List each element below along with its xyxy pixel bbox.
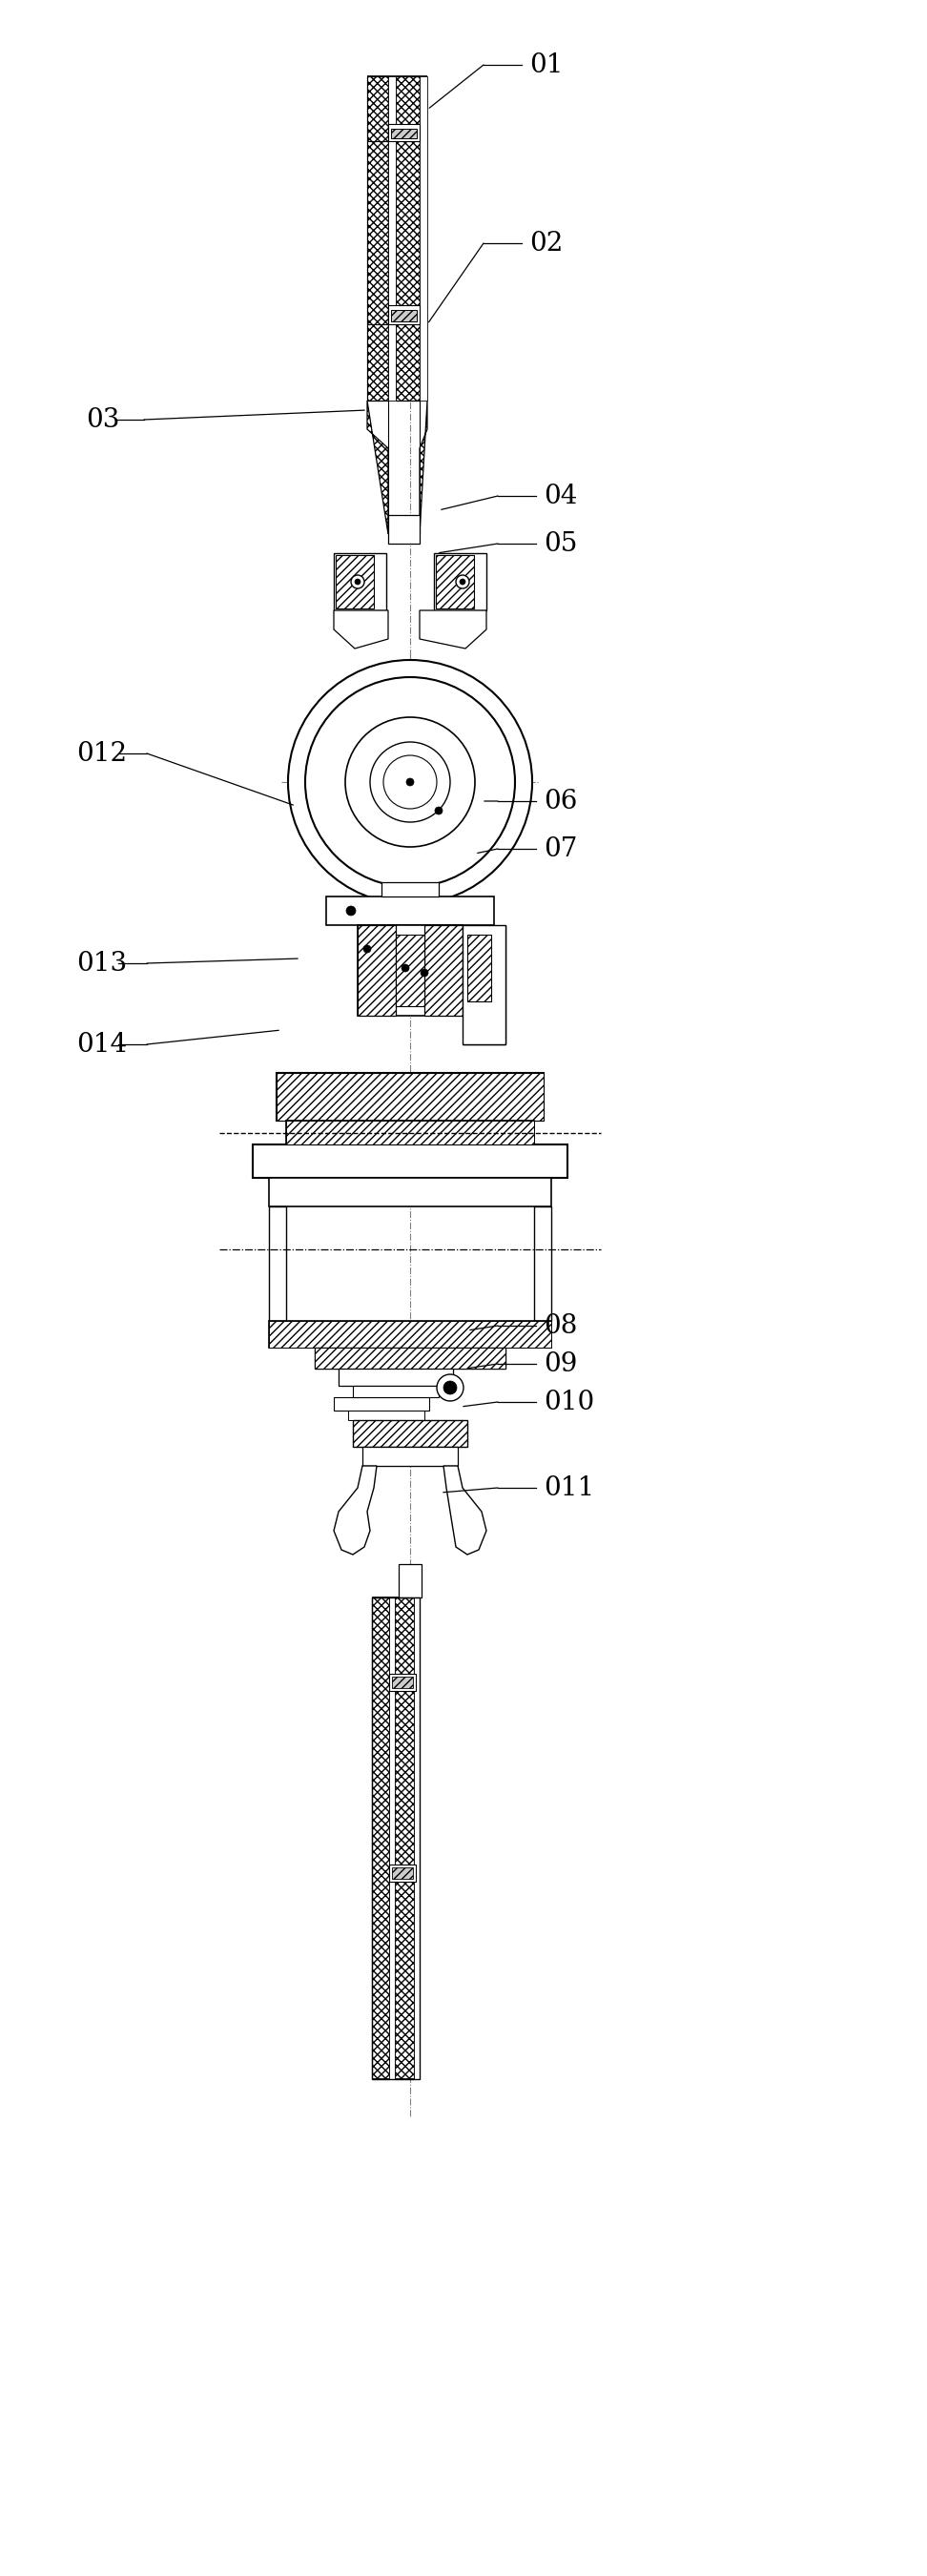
Text: 012: 012 (76, 739, 127, 765)
Bar (269, 1206, 286, 1321)
Text: 02: 02 (529, 229, 563, 255)
Bar (349, 1412, 425, 1419)
Text: 010: 010 (543, 1388, 594, 1414)
Text: 01: 01 (529, 52, 564, 77)
Bar (372, 1597, 420, 2079)
Text: 03: 03 (86, 407, 120, 433)
Circle shape (355, 580, 361, 585)
Bar (334, 1396, 429, 1412)
Bar (436, 554, 474, 608)
Text: 09: 09 (543, 1350, 578, 1376)
Circle shape (443, 1381, 457, 1394)
Polygon shape (367, 399, 388, 533)
Circle shape (346, 907, 356, 914)
Bar (434, 554, 487, 611)
Bar (253, 1144, 567, 1177)
Bar (399, 1564, 422, 1597)
Bar (286, 1121, 534, 1144)
Polygon shape (334, 611, 388, 649)
Circle shape (456, 574, 469, 587)
Circle shape (305, 677, 515, 886)
Circle shape (370, 742, 451, 822)
Bar (463, 925, 505, 1043)
Bar (353, 1419, 467, 1448)
Bar (334, 554, 387, 611)
Text: 06: 06 (543, 788, 578, 814)
Bar (392, 1868, 413, 1878)
Bar (467, 935, 491, 1002)
Bar (358, 925, 463, 1015)
Bar (391, 129, 417, 139)
Bar (269, 1321, 552, 1347)
Bar (338, 1368, 453, 1386)
Text: 013: 013 (76, 951, 127, 976)
Bar (396, 935, 425, 1007)
Bar (336, 554, 374, 608)
Circle shape (460, 580, 465, 585)
Bar (414, 1597, 420, 2079)
Circle shape (437, 1376, 464, 1401)
Bar (269, 1321, 552, 1347)
Circle shape (435, 806, 442, 814)
Bar (392, 1677, 413, 1687)
Bar (286, 1121, 534, 1144)
Bar (389, 1597, 395, 2079)
Bar (276, 1074, 543, 1121)
Bar (389, 1674, 416, 1690)
Bar (388, 304, 420, 325)
Polygon shape (420, 611, 487, 649)
Circle shape (345, 716, 475, 848)
Bar (388, 77, 396, 399)
Bar (388, 515, 420, 544)
Text: 07: 07 (543, 837, 578, 863)
Polygon shape (420, 399, 427, 533)
Polygon shape (443, 1466, 487, 1553)
Circle shape (406, 778, 414, 786)
Bar (391, 309, 417, 322)
Circle shape (421, 969, 428, 976)
Bar (382, 881, 438, 896)
Text: 05: 05 (543, 531, 578, 556)
Circle shape (363, 945, 371, 953)
Text: 08: 08 (543, 1314, 578, 1340)
Bar (353, 1386, 438, 1396)
Bar (425, 925, 463, 1015)
Bar (326, 896, 494, 925)
Bar (358, 925, 396, 1015)
Bar (315, 1347, 505, 1368)
Bar (315, 1347, 505, 1368)
Text: 011: 011 (543, 1476, 594, 1502)
Bar (372, 1597, 389, 2079)
Bar (534, 1206, 552, 1321)
Circle shape (384, 755, 437, 809)
Bar (388, 124, 420, 142)
Bar (367, 77, 388, 399)
Text: 04: 04 (543, 484, 578, 510)
Bar (269, 1177, 552, 1206)
Circle shape (401, 963, 409, 971)
Bar (395, 1597, 414, 2079)
Bar (389, 1865, 416, 1880)
Bar (276, 1074, 543, 1121)
Bar (396, 77, 420, 399)
Bar (362, 1448, 458, 1466)
Circle shape (288, 659, 532, 904)
Polygon shape (334, 1466, 376, 1553)
Bar (420, 77, 427, 399)
Circle shape (351, 574, 364, 587)
Text: 014: 014 (76, 1030, 127, 1056)
